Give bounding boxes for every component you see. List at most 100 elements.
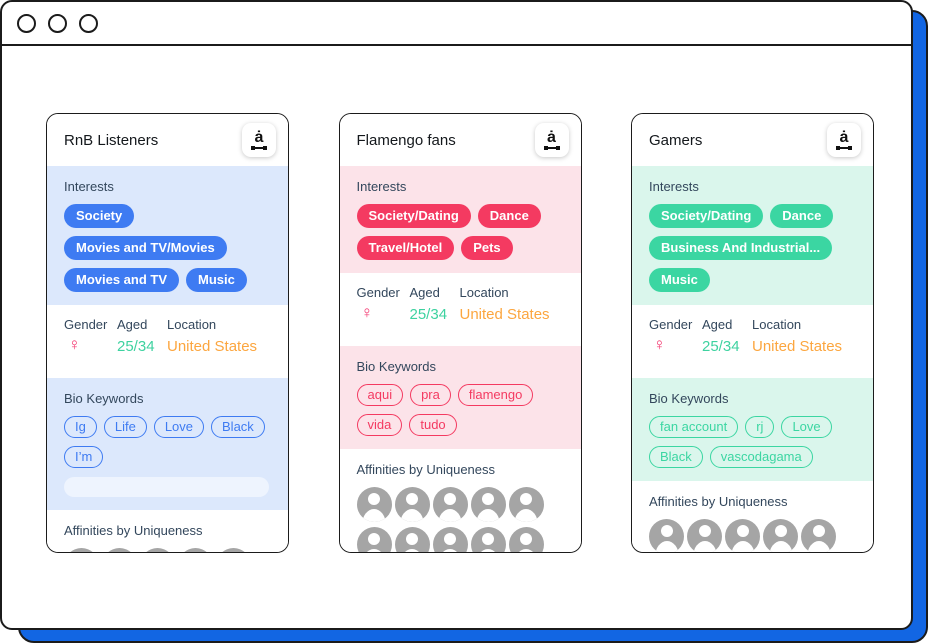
interest-tag[interactable]: Dance <box>770 204 834 228</box>
avatar[interactable] <box>432 527 468 552</box>
avatar[interactable] <box>725 519 760 552</box>
audiense-logo-button[interactable]: ȧ <box>827 123 861 157</box>
female-icon: ♀ <box>68 335 81 354</box>
interest-tag[interactable]: Movies and TV <box>64 268 180 292</box>
interest-tag[interactable]: Business And Industrial... <box>649 236 833 260</box>
audience-card-flamengo-fans: Flamengo fans ȧ Interests Society/Dating… <box>338 113 582 553</box>
bio-keyword-tag[interactable]: rj <box>745 416 775 438</box>
bio-keyword-tag[interactable]: Life <box>103 416 147 438</box>
bio-keywords-section: Bio Keywords Ig Life Love Black I’m <box>47 378 288 510</box>
interests-label: Interests <box>64 179 114 194</box>
window-control-icon[interactable] <box>79 13 98 33</box>
avatar[interactable] <box>356 527 392 552</box>
bio-keyword-tags: aqui pra flamengo vida tudo <box>356 384 564 436</box>
bio-keywords-section: Bio Keywords fan account rj Love Black v… <box>632 378 873 481</box>
demographics-section: Gender ♀ Aged 25/34 Location United Stat… <box>47 305 288 378</box>
affinities-label: Affinities by Uniqueness <box>356 462 496 477</box>
bio-keyword-tag[interactable]: Love <box>781 416 832 438</box>
avatar[interactable] <box>508 527 544 552</box>
avatar[interactable] <box>508 487 544 522</box>
audiense-logo-underline <box>251 146 267 150</box>
affinities-section: Affinities by Uniqueness <box>632 481 873 552</box>
bio-keywords-section: Bio Keywords aqui pra flamengo vida tudo <box>339 346 581 449</box>
interest-tag[interactable]: Society/Dating <box>649 204 764 228</box>
interest-tag[interactable]: Dance <box>477 204 541 228</box>
location-column: Location United States <box>460 285 564 333</box>
bio-keyword-tag[interactable]: Ig <box>64 416 97 438</box>
interests-label: Interests <box>356 179 407 194</box>
avatar[interactable] <box>140 548 175 552</box>
avatar[interactable] <box>687 519 722 552</box>
avatar[interactable] <box>801 519 836 552</box>
interest-tag[interactable]: Pets <box>461 236 513 260</box>
browser-window: RnB Listeners ȧ Interests Society Movies… <box>0 0 913 630</box>
avatar[interactable] <box>64 548 99 552</box>
avatar[interactable] <box>432 487 468 522</box>
audiense-logo-icon: ȧ <box>547 129 556 146</box>
audience-cards-row: RnB Listeners ȧ Interests Society Movies… <box>46 113 874 553</box>
bio-keywords-label: Bio Keywords <box>356 359 436 374</box>
gender-column: Gender ♀ <box>64 317 117 365</box>
interest-tag[interactable]: Movies and TV/Movies <box>64 236 227 260</box>
aged-value: 25/34 <box>117 338 155 355</box>
avatar[interactable] <box>649 519 684 552</box>
interest-tag[interactable]: Music <box>649 268 710 292</box>
affinities-section: Affinities by Uniqueness <box>339 449 581 552</box>
avatar[interactable] <box>763 519 798 552</box>
window-control-icon[interactable] <box>17 13 36 33</box>
aged-column: Aged 25/34 <box>117 317 167 365</box>
avatar[interactable] <box>470 527 506 552</box>
audiense-logo-icon: ȧ <box>254 129 264 146</box>
bio-keyword-tag[interactable]: I’m <box>64 446 104 468</box>
location-value: United States <box>752 338 843 355</box>
avatar[interactable] <box>102 548 137 552</box>
affinities-section: Affinities by Uniqueness <box>47 510 288 552</box>
affinity-avatars <box>64 548 264 552</box>
audiense-logo-underline <box>836 146 852 150</box>
bio-keyword-tag[interactable]: Love <box>153 416 205 438</box>
bio-keyword-tag[interactable]: flamengo <box>457 384 534 406</box>
card-title: Gamers <box>649 131 703 149</box>
bio-keyword-tag[interactable]: vascodagama <box>709 446 813 468</box>
interest-tags: Society Movies and TV/Movies Movies and … <box>64 204 271 292</box>
affinity-avatars <box>356 487 557 552</box>
avatar[interactable] <box>394 527 430 552</box>
avatar[interactable] <box>394 487 430 522</box>
interest-tag[interactable]: Society <box>64 204 135 228</box>
audiense-logo-button[interactable]: ȧ <box>242 123 276 157</box>
bio-keyword-tag[interactable]: fan account <box>649 416 739 438</box>
audiense-logo-button[interactable]: ȧ <box>534 123 569 157</box>
avatar[interactable] <box>216 548 251 552</box>
aged-label: Aged <box>702 317 733 332</box>
avatar[interactable] <box>356 487 392 522</box>
audience-card-rnb-listeners: RnB Listeners ȧ Interests Society Movies… <box>46 113 289 553</box>
window-control-icon[interactable] <box>48 13 67 33</box>
location-value: United States <box>459 306 550 323</box>
bio-keyword-tag[interactable]: Black <box>649 446 703 468</box>
interest-tag[interactable]: Society/Dating <box>356 204 471 228</box>
bio-keyword-tag[interactable]: Black <box>211 416 265 438</box>
demographics-section: Gender ♀ Aged 25/34 Location United Stat… <box>339 273 581 346</box>
interests-section: Interests Society/Dating Dance Travel/Ho… <box>339 166 581 273</box>
affinities-label: Affinities by Uniqueness <box>64 523 203 538</box>
interest-tag[interactable]: Travel/Hotel <box>356 236 455 260</box>
bio-keyword-tag[interactable]: vida <box>356 414 403 436</box>
affinities-label: Affinities by Uniqueness <box>649 494 788 509</box>
interest-tags: Society/Dating Dance Business And Indust… <box>649 204 856 292</box>
bio-keyword-tag[interactable]: tudo <box>409 414 457 436</box>
interest-tag[interactable]: Music <box>186 268 247 292</box>
aged-column: Aged 25/34 <box>702 317 752 365</box>
card-header: Gamers ȧ <box>632 114 873 166</box>
aged-label: Aged <box>409 285 440 300</box>
aged-label: Aged <box>117 317 148 332</box>
location-label: Location <box>752 317 802 332</box>
card-title: Flamengo fans <box>356 131 456 149</box>
bio-keywords-label: Bio Keywords <box>64 391 144 406</box>
interests-section: Interests Society Movies and TV/Movies M… <box>47 166 288 305</box>
bio-keyword-tag[interactable]: aqui <box>356 384 404 406</box>
location-label: Location <box>459 285 509 300</box>
avatar[interactable] <box>470 487 506 522</box>
bio-keyword-tag[interactable]: pra <box>410 384 451 406</box>
avatar[interactable] <box>178 548 213 552</box>
